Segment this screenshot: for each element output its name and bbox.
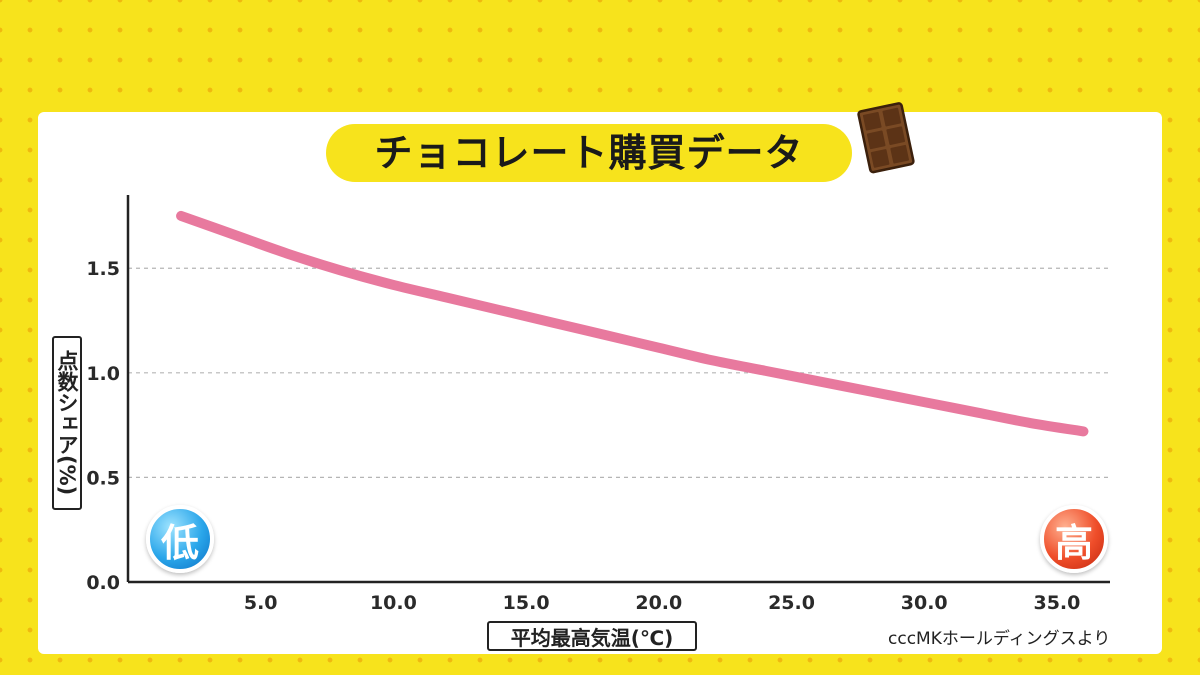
high-badge: 高 [1040,505,1108,573]
chocolate-bar-icon [857,102,915,174]
source-credit: cccMKホールディングスより [888,629,1111,649]
y-tick-label: 0.0 [86,572,120,594]
y-tick-label: 1.0 [86,363,120,385]
x-tick-label: 5.0 [244,592,278,614]
x-axis-label: 平均最高気温(℃) [487,621,697,651]
x-tick-label: 15.0 [503,592,550,614]
x-tick-label: 30.0 [901,592,948,614]
y-tick-label: 0.5 [86,467,120,489]
series-line [176,210,1089,437]
chart-card [38,112,1162,654]
y-axis-label: 点数シェア(%) [52,336,82,510]
x-tick-label: 35.0 [1033,592,1080,614]
y-tick-label: 1.5 [86,258,120,280]
low-badge: 低 [146,505,214,573]
chart-title: チョコレート購買データ [374,131,804,175]
x-tick-label: 10.0 [370,592,417,614]
x-tick-label: 20.0 [635,592,682,614]
x-tick-label: 25.0 [768,592,815,614]
title-pill [326,124,852,182]
